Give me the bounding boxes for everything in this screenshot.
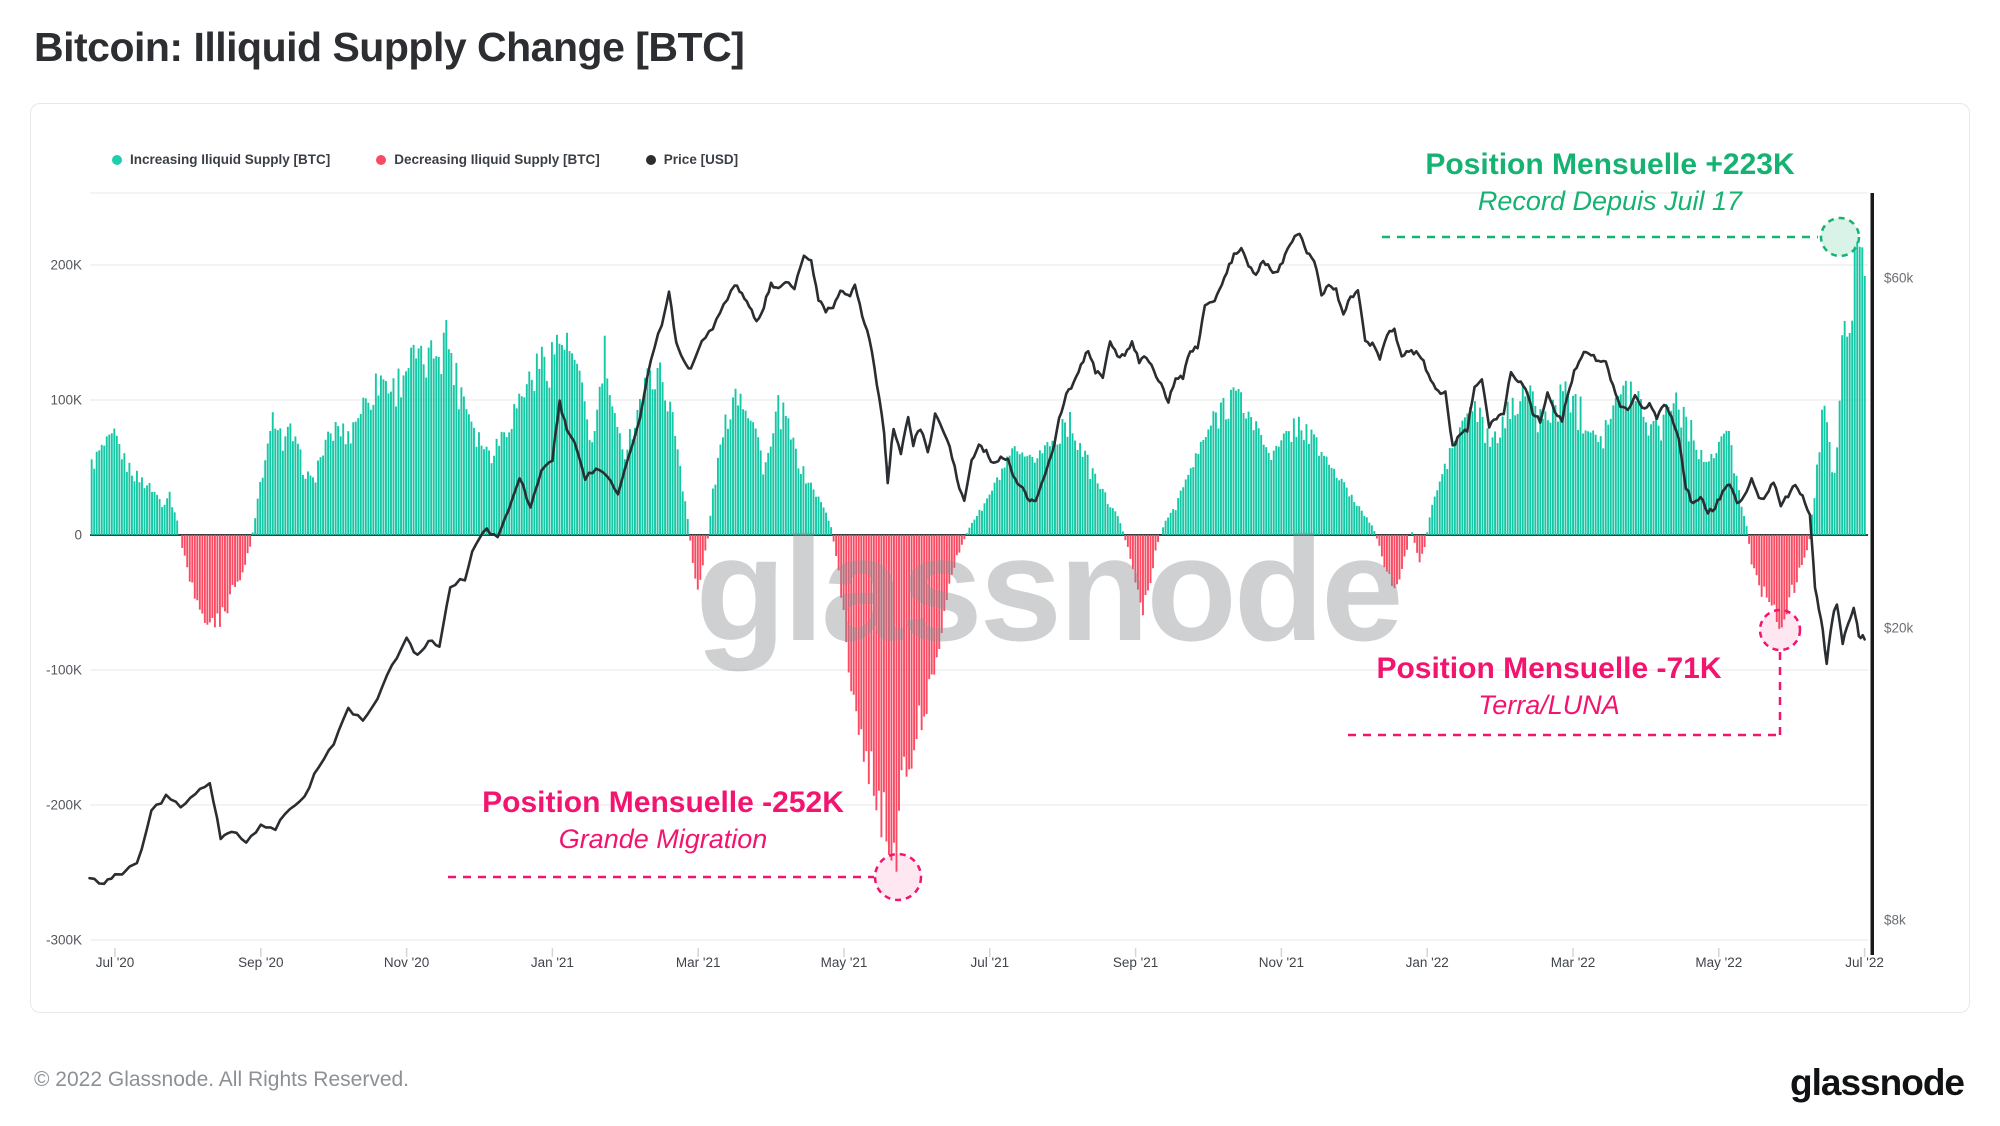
legend-label: Decreasing Iliquid Supply [BTC] [394, 152, 600, 167]
annotation-terra: Position Mensuelle -71K Terra/LUNA [1350, 650, 1748, 722]
glassnode-watermark: glassnode [696, 507, 1401, 672]
page-title: Bitcoin: Illiquid Supply Change [BTC] [34, 24, 745, 70]
x-tick-marks [114, 948, 1866, 957]
bars-decreasing [181, 535, 1811, 872]
x-axis-tick: Sep '20 [238, 955, 284, 970]
x-axis-tick: Nov '21 [1258, 955, 1305, 970]
terra-highlight-circle [1758, 608, 1802, 652]
annotation-record: Position Mensuelle +223K Record Depuis J… [1382, 146, 1838, 218]
y-axis-right-tick: $60k [1884, 270, 1914, 286]
legend-label: Increasing Iliquid Supply [BTC] [130, 152, 331, 167]
x-axis-tick: Jan '21 [530, 955, 574, 970]
annotation-migration-title: Position Mensuelle -252K [482, 786, 844, 819]
copyright-text: © 2022 Glassnode. All Rights Reserved. [34, 1068, 410, 1091]
annotation-callouts [448, 216, 1861, 902]
y-axis-left-tick: -100K [45, 662, 82, 678]
legend-item-price[interactable]: Price [USD] [645, 152, 739, 167]
glassnode-logo: glassnode [1790, 1062, 1965, 1103]
y-axis-right-tick: $20k [1884, 620, 1914, 636]
price-axis-line [1870, 193, 1874, 955]
y-axis-right-tick: $8k [1884, 912, 1906, 928]
price-line [88, 232, 1866, 886]
legend-item-increasing[interactable]: Increasing Iliquid Supply [BTC] [112, 152, 330, 167]
decreasing-supply-dot-icon [376, 154, 387, 165]
migration-highlight-circle [873, 852, 923, 902]
y-axis-left-tick: 100K [50, 392, 82, 408]
bars-increasing [90, 241, 1866, 536]
x-axis-tick: Mar '21 [675, 955, 721, 970]
y-axis-left-tick: -200K [45, 797, 82, 813]
annotation-migration: Position Mensuelle -252K Grande Migratio… [448, 784, 878, 856]
y-axis-left-tick: 200K [50, 257, 82, 273]
x-axis-tick: May '22 [1695, 955, 1743, 970]
x-axis-tick: Jul '22 [1845, 955, 1884, 970]
x-axis-tick: Jul '21 [970, 955, 1010, 970]
x-axis-tick: May '21 [820, 955, 868, 970]
y-axis-left-tick: 0 [74, 527, 82, 543]
illiquid-supply-chart: glassnode [88, 192, 1874, 957]
price-dot-icon [645, 154, 656, 165]
x-axis-tick: Mar '22 [1550, 955, 1596, 970]
annotation-terra-subtitle: Terra/LUNA [1478, 689, 1620, 720]
legend-item-decreasing[interactable]: Decreasing Iliquid Supply [BTC] [376, 152, 600, 167]
x-axis-tick: Sep '21 [1112, 955, 1159, 970]
x-axis-tick: Nov '20 [383, 955, 430, 970]
chart-card [30, 103, 1970, 1013]
record-highlight-circle [1819, 216, 1861, 258]
legend-label: Price [USD] [663, 152, 739, 167]
chart-legend: Increasing Iliquid Supply [BTC] Decreasi… [112, 152, 738, 167]
annotation-record-title: Position Mensuelle +223K [1425, 148, 1795, 181]
y-axis-left-tick: -300K [45, 932, 82, 948]
x-axis-tick: Jan '22 [1405, 955, 1449, 970]
annotation-terra-title: Position Mensuelle -71K [1376, 652, 1722, 685]
increasing-supply-dot-icon [112, 154, 122, 165]
annotation-migration-subtitle: Grande Migration [558, 823, 768, 854]
annotation-record-subtitle: Record Depuis Juil 17 [1477, 185, 1743, 216]
x-axis-tick: Jul '20 [95, 955, 135, 970]
